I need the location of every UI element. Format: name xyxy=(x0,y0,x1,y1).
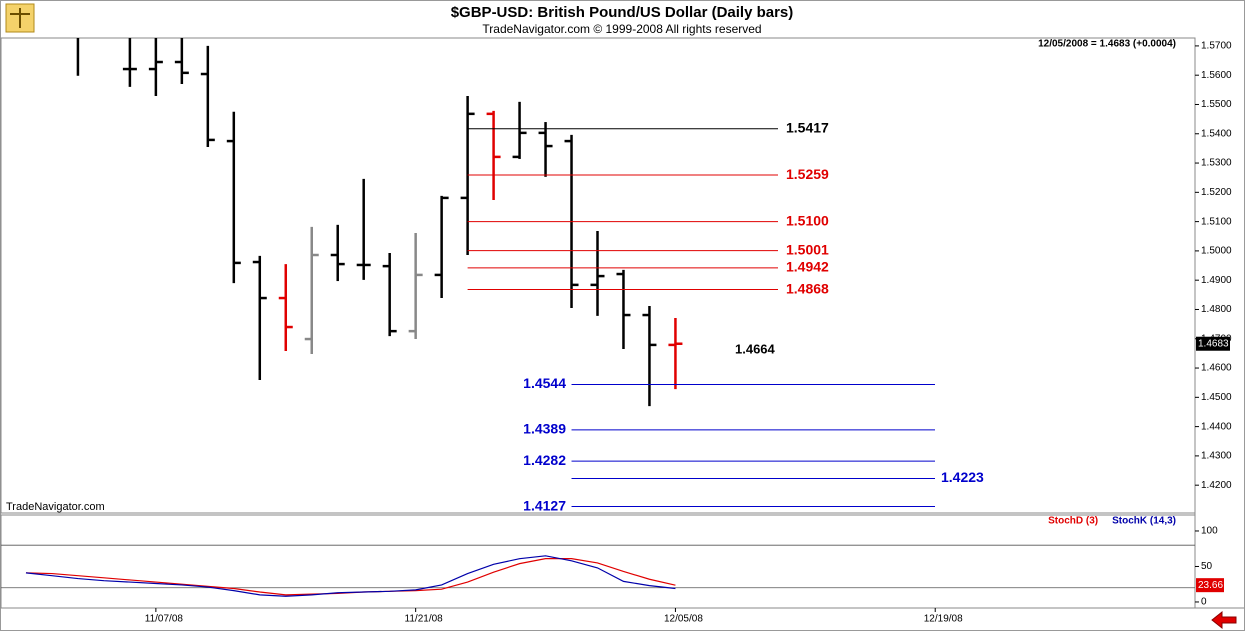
last-value-box xyxy=(1196,578,1224,593)
y-tick-label: 1.5000 xyxy=(1201,246,1232,257)
last-quote: 12/05/2008 = 1.4683 (+0.0004) xyxy=(1038,39,1176,50)
y-tick-label: 1.5700 xyxy=(1201,41,1232,52)
x-tick-label: 11/21/08 xyxy=(405,614,444,625)
watermark: TradeNavigator.com xyxy=(6,501,105,513)
x-tick-label: 12/05/08 xyxy=(664,614,703,625)
level-label: 1.5001 xyxy=(786,241,829,257)
y-tick-label: 1.4200 xyxy=(1201,480,1232,491)
y-tick-label: 1.4900 xyxy=(1201,275,1232,286)
y-tick-label: 100 xyxy=(1201,526,1218,537)
x-tick-label: 11/07/08 xyxy=(145,614,184,625)
y-tick-label: 50 xyxy=(1201,561,1213,572)
level-label: 1.4868 xyxy=(786,280,829,296)
app-icon xyxy=(5,3,35,33)
y-tick-label: 1.4300 xyxy=(1201,451,1232,462)
y-tick-label: 1.5400 xyxy=(1201,128,1232,139)
last-price-label: 1.4683 xyxy=(1198,338,1229,349)
level-label: 1.4389 xyxy=(523,421,566,437)
y-tick-label: 1.5100 xyxy=(1201,216,1232,227)
level-label: 1.4127 xyxy=(523,497,566,513)
stoch-line xyxy=(25,555,676,597)
level-label: 1.4942 xyxy=(786,259,829,275)
last-value-label: 23.66 xyxy=(1198,580,1223,591)
annotation: 1.4664 xyxy=(735,341,776,356)
y-tick-label: 1.4800 xyxy=(1201,304,1232,315)
level-label: 1.5259 xyxy=(786,166,829,182)
level-label: 1.4282 xyxy=(523,452,566,468)
y-tick-label: 1.5200 xyxy=(1201,187,1232,198)
y-tick-label: 1.5300 xyxy=(1201,158,1232,169)
stoch-panel xyxy=(0,514,1196,609)
x-tick-label: 12/19/08 xyxy=(924,614,963,625)
y-tick-label: 0 xyxy=(1201,597,1207,608)
scroll-arrow[interactable] xyxy=(1211,610,1237,630)
chart-subtitle: TradeNavigator.com © 1999-2008 All right… xyxy=(482,22,761,36)
y-tick-label: 1.5600 xyxy=(1201,70,1232,81)
level-label: 1.5100 xyxy=(786,212,829,228)
level-label: 1.4544 xyxy=(523,375,566,391)
y-tick-label: 1.5500 xyxy=(1201,99,1232,110)
y-tick-label: 1.4500 xyxy=(1201,392,1232,403)
level-label: 1.5417 xyxy=(786,119,829,135)
legend-entry: StochK (14,3) xyxy=(1112,516,1176,527)
level-label: 1.4223 xyxy=(941,469,984,485)
y-tick-label: 1.4600 xyxy=(1201,363,1232,374)
last-price-box xyxy=(1196,336,1230,351)
y-tick-label: 1.4400 xyxy=(1201,421,1232,432)
legend-entry: StochD (3) xyxy=(1048,516,1098,527)
chart-title: $GBP-USD: British Pound/US Dollar (Daily… xyxy=(451,4,794,21)
